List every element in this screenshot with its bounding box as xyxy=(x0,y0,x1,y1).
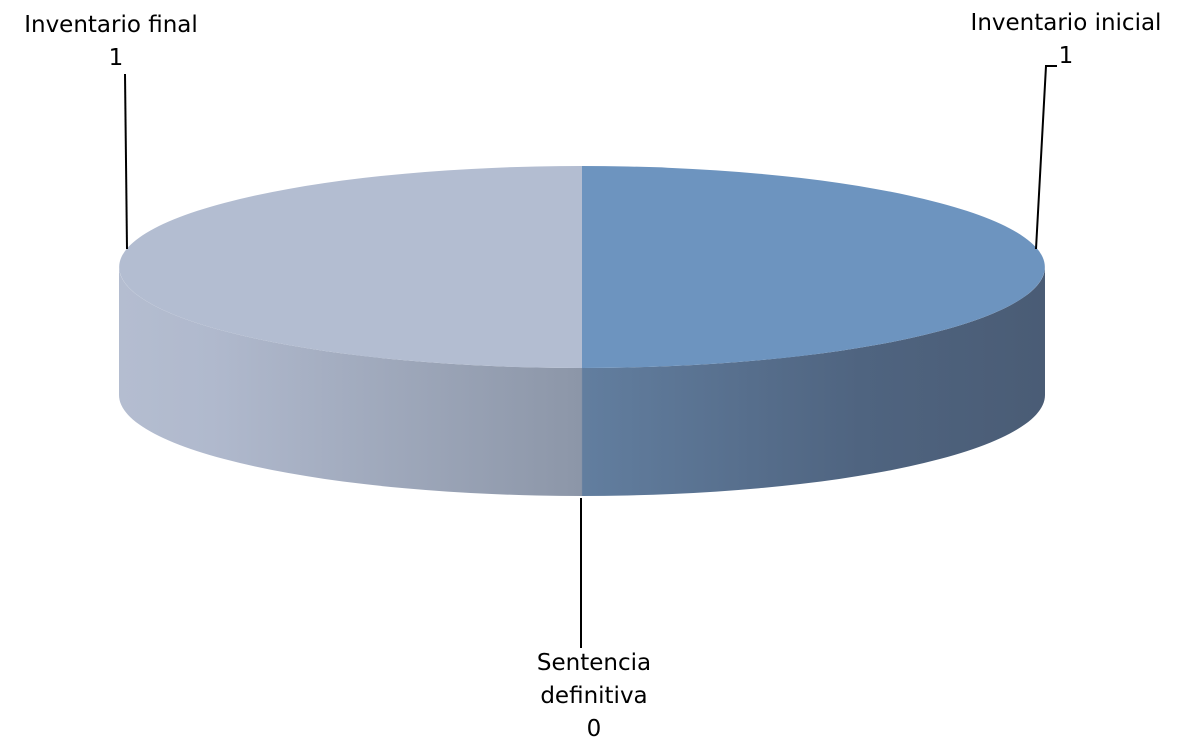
data-label-name-line2: definitiva xyxy=(540,683,647,709)
data-label-name-line1: Sentencia xyxy=(537,650,651,676)
data-label-value: 1 xyxy=(1059,43,1074,69)
pie-side-wall xyxy=(119,267,1045,496)
data-labels: Inventario inicial 1 Sentencia definitiv… xyxy=(24,10,1161,742)
data-label-name: Inventario inicial xyxy=(971,10,1162,36)
leader-lines xyxy=(124,65,1057,648)
pie-slices xyxy=(119,166,1045,368)
slice-inventario-inicial xyxy=(582,166,1045,368)
leader-line-inventario-inicial xyxy=(1035,65,1057,250)
data-label-value: 0 xyxy=(587,716,602,742)
data-label-name: Inventario final xyxy=(24,12,198,38)
slice-inventario-final xyxy=(119,166,582,368)
leader-line-inventario-final xyxy=(124,73,128,250)
data-label-value: 1 xyxy=(109,45,124,71)
